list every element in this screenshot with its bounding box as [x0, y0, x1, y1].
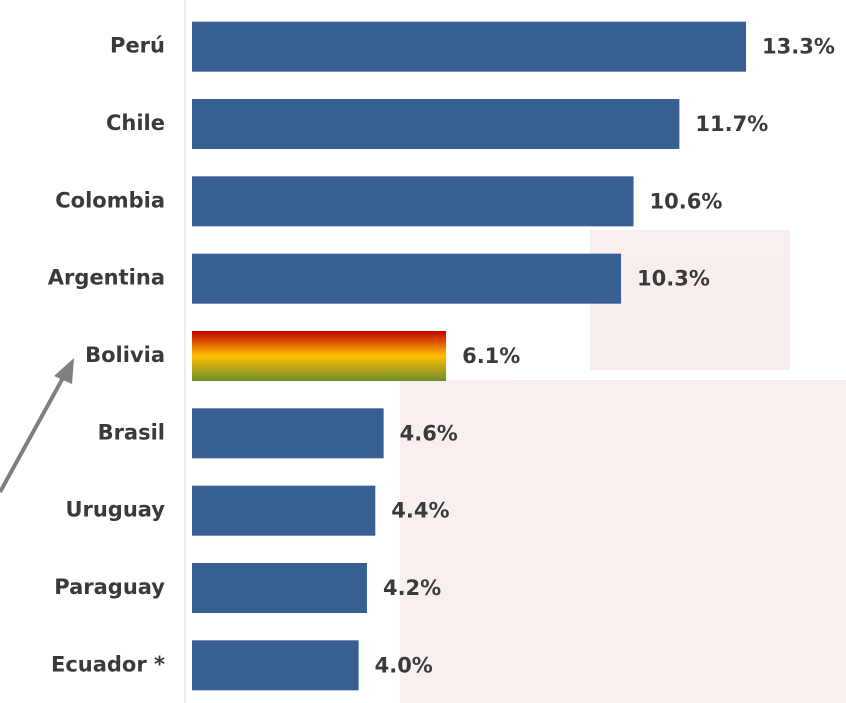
bar — [192, 253, 622, 304]
bar — [192, 408, 384, 459]
value-label: 6.1% — [462, 344, 520, 368]
category-label: Uruguay — [65, 498, 165, 522]
category-label: Colombia — [55, 188, 165, 212]
value-label: 10.6% — [650, 189, 723, 213]
category-label: Perú — [110, 34, 165, 58]
value-label: 4.0% — [375, 653, 433, 677]
value-label: 11.7% — [695, 112, 768, 136]
value-label: 13.3% — [762, 35, 835, 59]
bar — [192, 176, 634, 227]
bar — [192, 485, 376, 536]
bar — [192, 21, 747, 72]
bar — [192, 563, 367, 613]
category-label: Bolivia — [85, 343, 165, 367]
value-label: 4.2% — [383, 576, 441, 600]
value-label: 4.6% — [400, 421, 458, 445]
category-label: Argentina — [48, 266, 165, 290]
value-label: 10.3% — [637, 267, 710, 291]
bar — [192, 331, 447, 381]
category-label: Ecuador * — [51, 652, 165, 676]
category-label: Paraguay — [54, 575, 165, 599]
category-label: Brasil — [98, 420, 165, 444]
bar — [192, 99, 680, 149]
background-pattern — [400, 230, 846, 703]
category-label: Chile — [106, 111, 165, 135]
value-label: 4.4% — [391, 499, 449, 523]
arrow — [0, 358, 74, 493]
bar — [192, 640, 359, 691]
